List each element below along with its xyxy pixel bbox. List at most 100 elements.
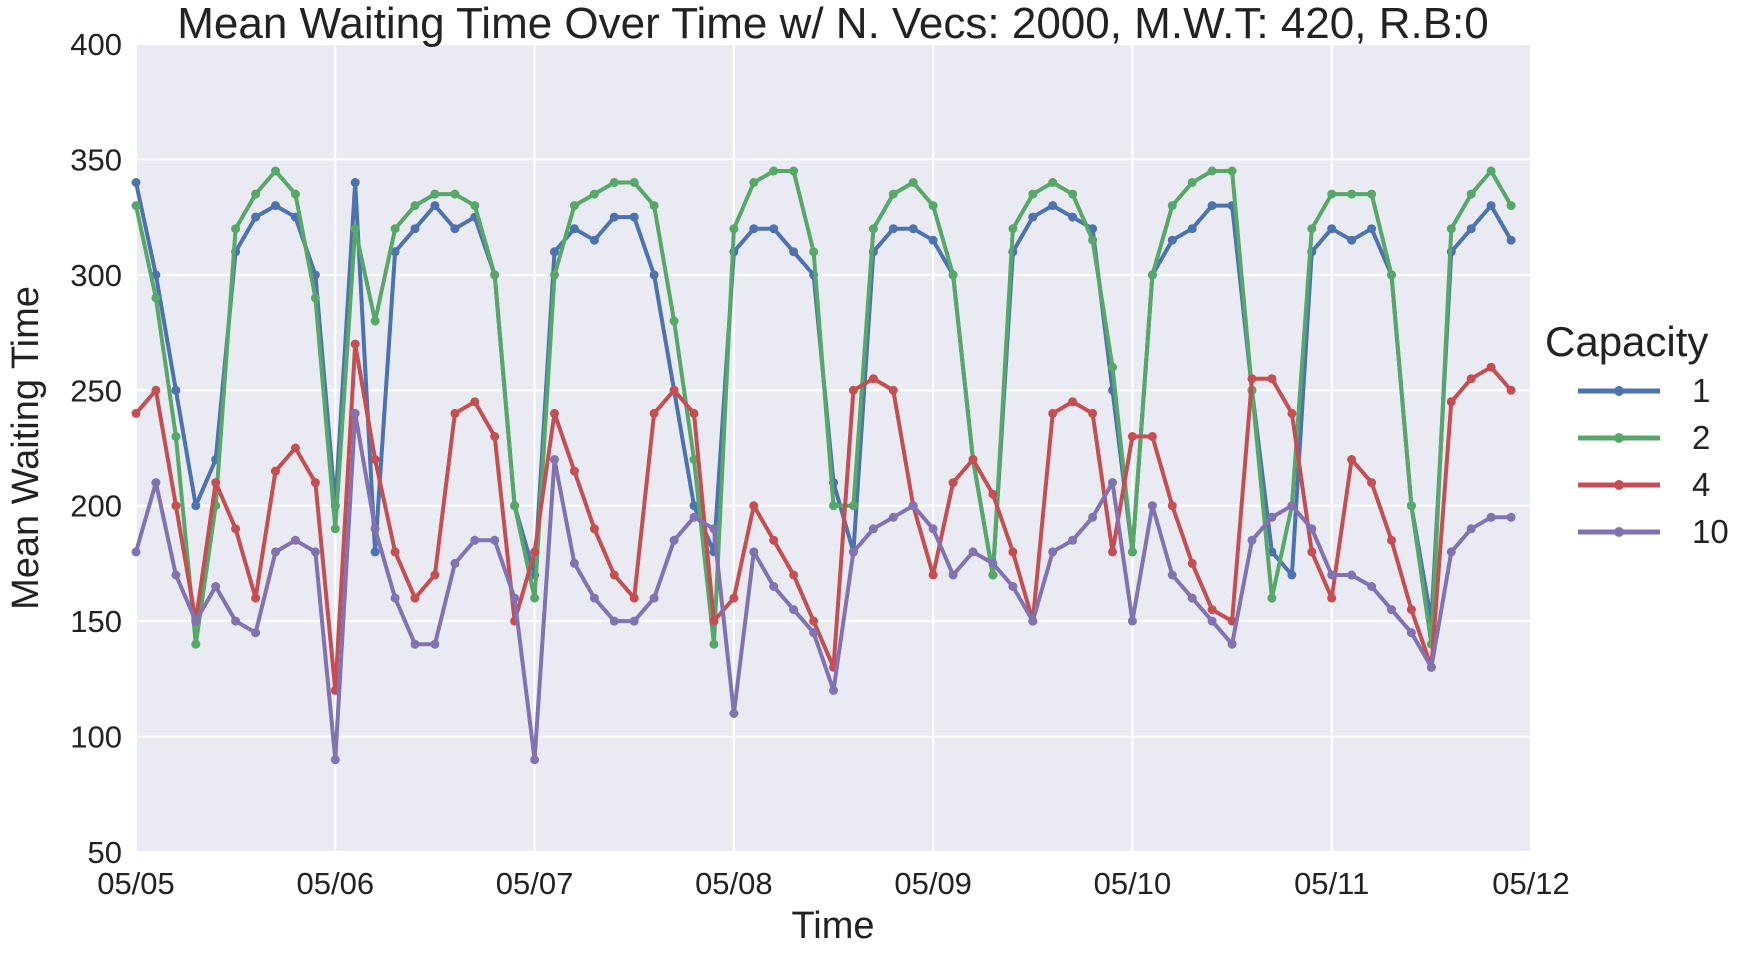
data-point bbox=[649, 201, 659, 211]
data-point bbox=[271, 166, 280, 176]
data-point bbox=[530, 593, 540, 603]
data-point bbox=[1307, 224, 1317, 234]
data-point bbox=[1108, 362, 1117, 372]
data-point bbox=[809, 628, 819, 638]
data-point bbox=[1486, 201, 1496, 211]
series-2 bbox=[131, 166, 1516, 649]
data-point bbox=[1068, 535, 1078, 545]
data-point bbox=[1347, 455, 1357, 464]
data-point bbox=[809, 247, 819, 257]
x-tick-label: 05/11 bbox=[1294, 866, 1369, 901]
data-point bbox=[1127, 432, 1137, 441]
data-point bbox=[1267, 593, 1277, 603]
data-point bbox=[729, 224, 739, 234]
data-point bbox=[868, 524, 878, 534]
data-point bbox=[589, 593, 599, 603]
data-point bbox=[569, 558, 579, 568]
data-point bbox=[1287, 501, 1297, 511]
data-point bbox=[829, 501, 838, 511]
data-point bbox=[390, 247, 400, 257]
data-point bbox=[629, 212, 639, 222]
data-point bbox=[1207, 166, 1217, 176]
data-point bbox=[231, 616, 241, 626]
data-point bbox=[609, 212, 619, 222]
data-point bbox=[430, 570, 440, 580]
data-point bbox=[709, 524, 719, 534]
data-point bbox=[131, 201, 141, 211]
y-tick-label: 400 bbox=[70, 27, 122, 62]
y-tick-label: 50 bbox=[88, 835, 122, 870]
data-point bbox=[1387, 270, 1396, 280]
data-point bbox=[1466, 374, 1476, 384]
x-tick-label: 05/08 bbox=[695, 866, 773, 901]
legend-item: 4 bbox=[1578, 466, 1710, 503]
data-point bbox=[350, 339, 360, 349]
data-point bbox=[1267, 374, 1277, 384]
data-point bbox=[769, 535, 779, 545]
data-point bbox=[569, 224, 579, 234]
x-axis-label: Time bbox=[791, 905, 874, 947]
data-point bbox=[1287, 570, 1297, 580]
data-point bbox=[669, 385, 679, 395]
data-point bbox=[1048, 201, 1058, 211]
data-point bbox=[410, 593, 420, 603]
data-point bbox=[290, 535, 300, 545]
data-point bbox=[589, 235, 599, 245]
data-point bbox=[1486, 166, 1496, 176]
data-point bbox=[151, 385, 161, 395]
data-point bbox=[430, 189, 440, 199]
data-point bbox=[1028, 189, 1038, 199]
data-point bbox=[1028, 616, 1038, 626]
data-point bbox=[1068, 189, 1078, 199]
data-point bbox=[749, 178, 759, 187]
x-tick-label: 05/07 bbox=[496, 866, 574, 901]
data-point bbox=[1088, 408, 1098, 418]
data-point bbox=[1307, 524, 1317, 534]
data-point bbox=[151, 270, 161, 280]
data-point bbox=[1207, 616, 1217, 626]
data-point bbox=[649, 593, 659, 603]
data-point bbox=[550, 455, 559, 464]
data-point bbox=[749, 224, 759, 234]
data-point bbox=[689, 501, 699, 511]
y-tick-label: 200 bbox=[70, 489, 122, 524]
x-tick-label: 05/06 bbox=[296, 866, 374, 901]
data-point bbox=[390, 547, 400, 557]
data-point bbox=[948, 478, 958, 488]
data-point bbox=[789, 247, 799, 257]
data-point bbox=[1207, 201, 1217, 211]
data-point bbox=[1008, 582, 1018, 591]
data-point bbox=[1227, 639, 1237, 649]
data-point bbox=[1506, 512, 1516, 522]
data-point bbox=[1167, 201, 1177, 211]
data-point bbox=[1267, 512, 1277, 522]
data-point bbox=[290, 443, 300, 453]
data-point bbox=[350, 408, 360, 418]
data-point bbox=[450, 408, 460, 418]
data-point bbox=[1446, 547, 1456, 557]
data-point bbox=[569, 466, 579, 476]
data-point bbox=[649, 408, 659, 418]
data-point bbox=[1327, 593, 1337, 603]
data-point bbox=[629, 593, 639, 603]
data-point bbox=[1187, 224, 1197, 234]
data-point bbox=[848, 501, 858, 511]
data-point bbox=[251, 212, 261, 222]
data-point bbox=[1367, 189, 1377, 199]
data-point bbox=[231, 224, 241, 234]
data-point bbox=[1207, 605, 1217, 615]
data-point bbox=[689, 408, 699, 418]
data-point bbox=[848, 385, 858, 395]
data-point bbox=[430, 201, 440, 211]
data-point bbox=[1466, 524, 1476, 534]
data-point bbox=[829, 685, 838, 695]
data-point bbox=[131, 547, 141, 557]
data-point bbox=[131, 178, 141, 187]
data-point bbox=[609, 178, 619, 187]
data-point bbox=[789, 166, 799, 176]
data-point bbox=[1147, 270, 1157, 280]
y-tick-label: 250 bbox=[70, 373, 122, 408]
data-point bbox=[1506, 385, 1516, 395]
data-point bbox=[809, 616, 819, 626]
data-point bbox=[1247, 535, 1257, 545]
